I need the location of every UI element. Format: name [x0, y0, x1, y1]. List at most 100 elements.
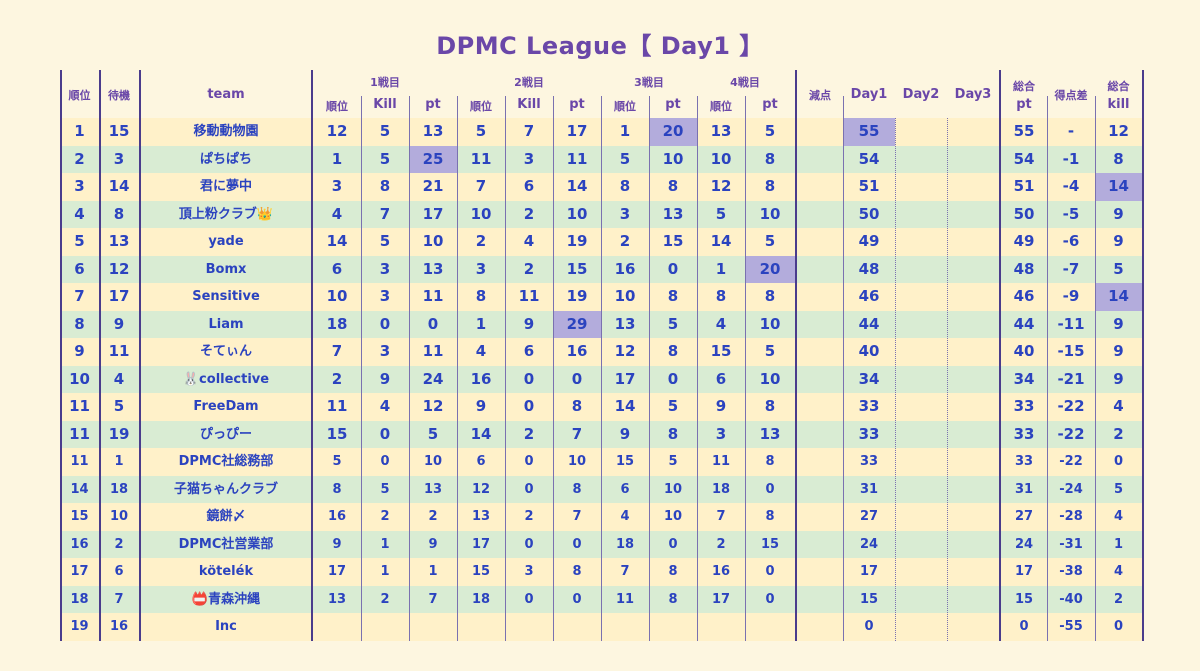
cell-day1: 27 — [859, 509, 879, 524]
cell-m1p: 13 — [422, 259, 444, 278]
header-total-kill: 総合 — [1107, 80, 1130, 93]
cell-day1: 49 — [858, 232, 880, 250]
cell-diff: -4 — [1062, 177, 1080, 195]
cell-m1k: 5 — [380, 481, 390, 497]
cell-team: FreeDam — [193, 399, 259, 414]
cell-team: DPMC社営業部 — [178, 536, 274, 552]
cell-rank: 7 — [74, 287, 85, 305]
cell-m1p: 2 — [428, 509, 438, 524]
cell-m1p: 11 — [422, 342, 444, 360]
cell-m1k: 3 — [379, 287, 391, 305]
cell-team: DPMC社総務部 — [178, 454, 274, 469]
cell-m2p: 14 — [566, 177, 588, 195]
cell-m2p: 0 — [572, 591, 582, 607]
cell-pen — [797, 421, 843, 449]
cell-pen — [797, 201, 843, 229]
cell-tpt: 27 — [1014, 509, 1034, 524]
cell-m1r: 5 — [332, 454, 342, 469]
cell-day2 — [895, 613, 947, 641]
cell-diff: -28 — [1059, 509, 1083, 524]
cell-m4p: 8 — [765, 509, 775, 524]
cell-m1r — [313, 613, 361, 641]
cell-wait: 2 — [114, 536, 124, 552]
cell-m1k: 3 — [379, 342, 391, 360]
cell-m4p: 8 — [764, 177, 776, 195]
cell-m3r: 10 — [614, 287, 636, 305]
cell-team: 鏡餅〆 — [206, 509, 246, 524]
cell-pen — [797, 118, 843, 146]
page-title: DPMC League【 Day1 】 — [436, 32, 764, 60]
cell-m1k: 5 — [379, 232, 391, 250]
cell-day3 — [947, 448, 999, 476]
cell-m4p: 5 — [764, 342, 776, 360]
cell-m1k: 0 — [379, 314, 391, 333]
cell-wait: 4 — [113, 369, 125, 388]
cell-m1r: 3 — [331, 177, 343, 195]
cell-m3p: 8 — [667, 287, 679, 305]
cell-m4r: 4 — [715, 314, 727, 333]
cell-day1: 31 — [859, 481, 879, 497]
cell-m2p: 19 — [566, 287, 588, 305]
cell-m2p: 7 — [572, 509, 582, 524]
header-total-pt: pt — [1016, 97, 1032, 112]
cell-tpt: 55 — [1013, 122, 1035, 140]
cell-m3r: 15 — [615, 454, 635, 469]
cell-tk: 9 — [1113, 369, 1124, 388]
cell-m4r: 13 — [710, 122, 732, 140]
cell-tpt: 49 — [1013, 232, 1035, 250]
cell-m4p: 0 — [765, 591, 775, 607]
cell-m3p: 10 — [662, 149, 684, 168]
cell-pen — [797, 448, 843, 476]
cell-m4p: 5 — [764, 232, 776, 250]
header-wait: 待機 — [108, 89, 130, 102]
cell-pen — [797, 366, 843, 394]
cell-team: 子猫ちゃんクラブ — [173, 481, 278, 497]
cell-m2r: 12 — [471, 481, 491, 497]
cell-team: ぴっぴー — [199, 426, 252, 442]
cell-diff: -1 — [1062, 149, 1080, 168]
cell-m1k: 2 — [380, 591, 390, 607]
cell-wait: 17 — [108, 287, 130, 305]
cell-m4p: 13 — [759, 424, 781, 443]
cell-wait: 9 — [113, 314, 125, 333]
cell-pen — [797, 228, 843, 256]
cell-wait: 11 — [108, 342, 130, 360]
cell-m1p: 24 — [422, 369, 444, 388]
cell-m2r: 9 — [475, 397, 487, 415]
cell-m4p: 8 — [764, 149, 776, 168]
cell-team: そてぃん — [199, 344, 252, 359]
cell-m3r: 8 — [619, 177, 631, 195]
cell-tpt: 40 — [1013, 342, 1035, 360]
cell-pen — [797, 146, 843, 174]
header-diff: 得点差 — [1054, 89, 1088, 102]
cell-tpt: 34 — [1013, 369, 1035, 388]
cell-rank: 4 — [74, 204, 85, 223]
cell-m2k: 0 — [523, 397, 535, 415]
cell-m1k: 8 — [379, 177, 391, 195]
cell-m3r — [601, 613, 649, 641]
cell-wait: 15 — [108, 122, 130, 140]
cell-diff: -11 — [1057, 314, 1085, 333]
column-divider — [1095, 96, 1096, 641]
cell-m3r: 6 — [620, 481, 630, 497]
cell-m2k: 4 — [523, 232, 535, 250]
cell-m1r: 17 — [327, 564, 347, 579]
cell-day1: 46 — [858, 287, 880, 305]
cell-day1: 44 — [858, 314, 880, 333]
cell-m4p: 5 — [764, 122, 776, 140]
cell-day1: 51 — [858, 177, 880, 195]
cell-m2p: 8 — [572, 564, 582, 579]
header-m1-rank: 順位 — [326, 100, 348, 113]
cell-m4p: 8 — [764, 287, 776, 305]
cell-m3p: 20 — [649, 118, 697, 146]
cell-tk: 9 — [1113, 342, 1124, 360]
cell-team: 君に夢中 — [199, 179, 252, 194]
cell-m4r: 14 — [710, 232, 732, 250]
header-m4-rank: 順位 — [710, 100, 732, 113]
cell-day1: 33 — [858, 397, 880, 415]
cell-tpt: 33 — [1013, 424, 1035, 443]
cell-m1k: 5 — [379, 122, 391, 140]
cell-m2r: 7 — [475, 177, 487, 195]
cell-diff: -38 — [1059, 564, 1083, 579]
cell-rank: 10 — [69, 369, 90, 388]
